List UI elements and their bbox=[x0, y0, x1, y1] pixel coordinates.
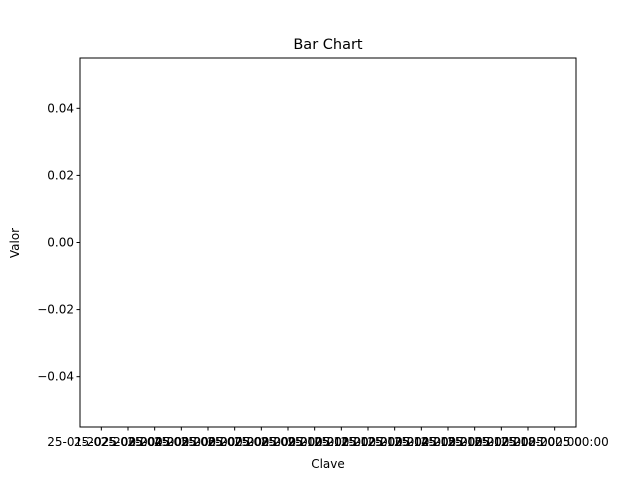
x-tick-label: 25-07-2025 00:00 bbox=[207, 435, 315, 449]
x-tick-label: 25-02-2025 00:00 bbox=[74, 435, 182, 449]
x-axis-label: Clave bbox=[311, 457, 345, 471]
x-tick-label: 25-03-2025 00:00 bbox=[101, 435, 209, 449]
plot-area bbox=[80, 58, 576, 427]
x-tick-label: 25-16-2025 00:00 bbox=[447, 435, 555, 449]
y-axis-label: Valor bbox=[8, 228, 22, 258]
x-tick-label: 25-09-2025 00:00 bbox=[261, 435, 369, 449]
x-tick-label: 25-05-2025 00:00 bbox=[154, 435, 262, 449]
chart-title: Bar Chart bbox=[293, 37, 363, 53]
x-tick-label: 25-10-2025 00:00 bbox=[287, 435, 395, 449]
y-tick-label: 0.02 bbox=[47, 168, 74, 182]
y-tick-label: 0.00 bbox=[47, 236, 74, 250]
x-tick-label: 25-01-2025 00:00 bbox=[47, 435, 155, 449]
x-tick-label: 25-13-2025 00:00 bbox=[367, 435, 475, 449]
x-tick-label: 25-15-2025 00:00 bbox=[421, 435, 529, 449]
x-tick-label: 25-17-2025 00:00 bbox=[474, 435, 582, 449]
x-tick-label: 25-04-2025 00:00 bbox=[127, 435, 235, 449]
y-tick-label: 0.04 bbox=[47, 101, 74, 115]
x-tick-label: 25-14-2025 00:00 bbox=[394, 435, 502, 449]
plot-frame bbox=[79, 57, 577, 428]
y-tick-label: −0.04 bbox=[37, 370, 74, 384]
x-tick-label: 25-08-2025 00:00 bbox=[234, 435, 342, 449]
x-tick-label: 25-18-2025 00:00 bbox=[501, 435, 609, 449]
x-tick-label: 25-11-2025 00:00 bbox=[314, 435, 422, 449]
x-tick-label: 25-06-2025 00:00 bbox=[181, 435, 289, 449]
x-tick-label: 25-12-2025 00:00 bbox=[341, 435, 449, 449]
y-tick-label: −0.02 bbox=[37, 303, 74, 317]
y-axis: −0.04 −0.02 0.00 0.02 0.04 bbox=[37, 101, 80, 384]
